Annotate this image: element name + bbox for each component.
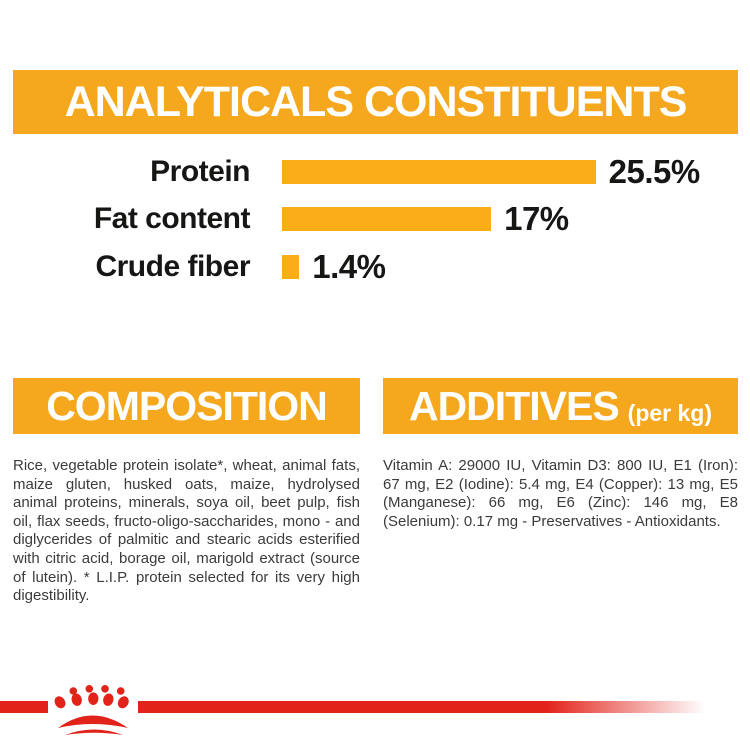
chart-row: Fat content 17% bbox=[0, 200, 569, 237]
red-divider-left bbox=[0, 701, 48, 713]
additives-header-band: ADDITIVES (per kg) bbox=[383, 378, 738, 434]
analytical-constituents-chart: Protein 25.5% Fat content 17% Crude fiber 1.4… bbox=[0, 153, 750, 290]
chart-bar bbox=[282, 207, 492, 232]
chart-bar bbox=[282, 160, 596, 184]
chart-category-label: Crude fiber bbox=[95, 249, 250, 283]
chart-value-label: 17% bbox=[504, 200, 569, 238]
chart-row: Crude fiber 1.4% bbox=[0, 248, 385, 285]
crown-paw-logo-icon bbox=[54, 685, 129, 735]
chart-category-label: Fat content bbox=[93, 202, 251, 236]
chart-value-label: 1.4% bbox=[312, 247, 386, 285]
composition-header-band: COMPOSITION bbox=[13, 378, 360, 434]
composition-body-text: Rice, vegetable protein isolate*, wheat,… bbox=[13, 457, 360, 605]
chart-bar bbox=[282, 254, 300, 279]
analyticals-header-title: ANALYTICALS CONSTITUENTS bbox=[64, 77, 688, 126]
chart-value-label: 25.5% bbox=[608, 153, 701, 190]
crown-logo-shapes bbox=[54, 685, 129, 735]
additives-body-text: Vitamin A: 29000 IU, Vitamin D3: 800 IU,… bbox=[383, 457, 738, 530]
chart-category-label: Protein bbox=[150, 155, 250, 188]
composition-title: COMPOSITION bbox=[46, 382, 328, 429]
red-divider-right bbox=[138, 701, 705, 713]
analyticals-header-band: ANALYTICALS CONSTITUENTS bbox=[13, 70, 738, 134]
chart-row: Protein 25.5% bbox=[0, 153, 700, 190]
additives-title: ADDITIVES bbox=[408, 382, 620, 429]
additives-title-suffix: (per kg) bbox=[627, 400, 713, 426]
